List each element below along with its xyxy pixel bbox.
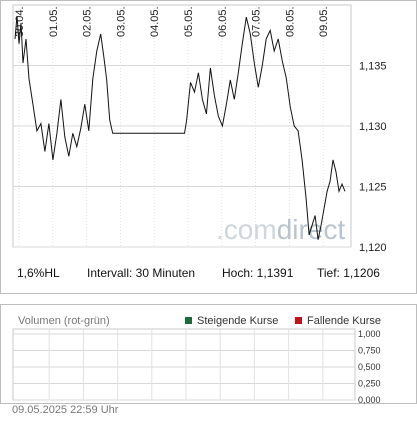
date-label: 04.05. xyxy=(149,6,161,37)
date-label: 08.05. xyxy=(284,6,296,37)
volume-tick-label: 0,500 xyxy=(358,362,381,372)
legend-falling: Fallende Kurse xyxy=(295,315,381,327)
timestamp: 09.05.2025 22:59 Uhr xyxy=(12,404,119,416)
volume-chart-panel: 1,000 0,750 0,500 0,250 0,000 xyxy=(0,304,417,405)
watermark: .comdirect xyxy=(216,214,345,245)
legend-rising-label: Steigende Kurse xyxy=(197,315,279,327)
date-label: 09.05. xyxy=(318,6,330,37)
price-line xyxy=(14,15,346,240)
date-label: 01.05. xyxy=(48,6,60,37)
range-stat: 1,6%HL xyxy=(17,266,60,280)
date-label: 05.05. xyxy=(183,6,195,37)
price-chart-panel: .comdirect 30.04. 01.05. 02.05. 03.05. 04.05… xyxy=(0,0,417,294)
y-tick-label: 1,130 xyxy=(359,121,387,133)
volume-axis-labels: 1,000 0,750 0,500 0,250 0,000 xyxy=(358,329,381,405)
volume-tick-label: 1,000 xyxy=(358,329,381,339)
rising-swatch xyxy=(185,316,192,324)
volume-grid xyxy=(12,328,356,401)
volume-chart: 1,000 0,750 0,500 0,250 0,000 xyxy=(12,328,381,405)
volume-tick-label: 0,750 xyxy=(358,346,381,356)
y-tick-label: 1,125 xyxy=(359,182,387,194)
date-label: 02.05. xyxy=(82,6,94,37)
y-tick-label: 1,135 xyxy=(359,61,387,73)
volume-title: Volumen (rot-grün) xyxy=(18,315,110,327)
price-series xyxy=(14,15,346,240)
legend-falling-label: Fallende Kurse xyxy=(307,315,381,327)
date-label: 07.05. xyxy=(251,6,263,37)
high-stat: Hoch: 1,1391 xyxy=(222,266,294,280)
date-label: 30.04. xyxy=(14,6,26,37)
volume-tick-label: 0,250 xyxy=(358,379,381,389)
interval-stat: Intervall: 30 Minuten xyxy=(87,266,196,280)
volume-frame xyxy=(12,328,356,401)
date-labels: 30.04. 01.05. 02.05. 03.05. 04.05. 05.05. 06.0… xyxy=(14,6,330,37)
low-stat: Tief: 1,1206 xyxy=(317,266,380,280)
price-grid xyxy=(12,4,352,248)
y-tick-label: 1,120 xyxy=(359,242,387,254)
legend-rising: Steigende Kurse xyxy=(185,315,278,327)
volume-tick-label: 0,000 xyxy=(358,395,381,405)
date-label: 03.05. xyxy=(115,6,127,37)
price-axis-labels: 1,120 1,125 1,130 1,135 xyxy=(359,61,387,255)
price-chart: .comdirect 30.04. 01.05. 02.05. 03.05. 04.05… xyxy=(12,4,387,255)
date-label: 06.05. xyxy=(217,6,229,37)
falling-swatch xyxy=(295,316,302,324)
